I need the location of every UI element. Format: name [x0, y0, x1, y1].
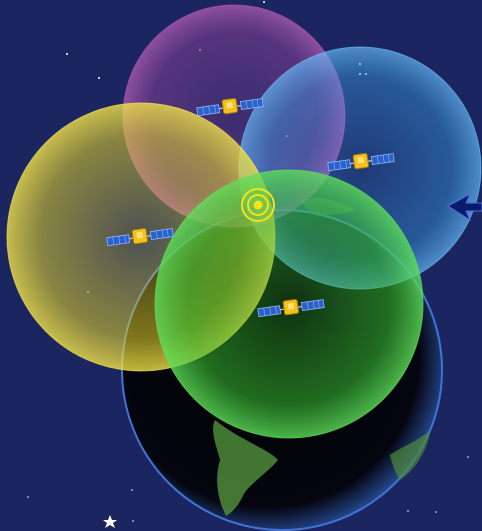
gps-trilateration-diagram — [0, 0, 482, 531]
